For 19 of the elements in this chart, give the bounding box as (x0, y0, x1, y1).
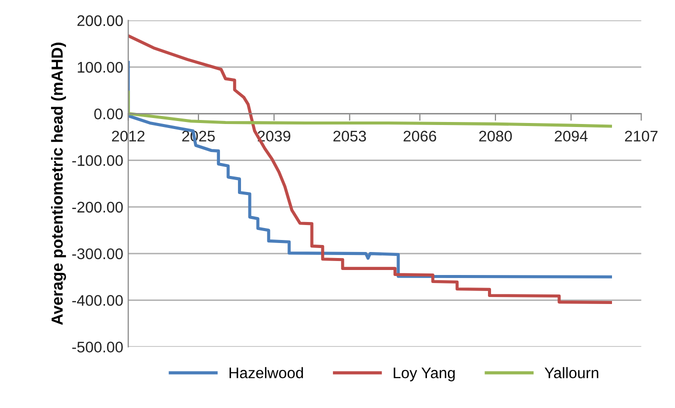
y-tick-label: -200.00 (72, 202, 123, 213)
y-tick-label: -100.00 (72, 155, 123, 166)
y-tick-label: -400.00 (72, 295, 123, 306)
x-tick-label: 2066 (404, 130, 436, 142)
legend-label: Loy Yang (394, 368, 455, 382)
x-tick-label: 2053 (333, 130, 366, 142)
x-tick-label: 2012 (112, 130, 144, 142)
y-tick-label: -300.00 (72, 248, 123, 260)
y-tick-label: -500.00 (72, 342, 123, 352)
legend-label: Yallourn (544, 367, 598, 378)
y-tick-label: 200.00 (77, 15, 123, 26)
legend-label: Hazelwood (230, 367, 303, 378)
x-tick-label: 2107 (625, 130, 658, 142)
y-axis-title: Average potentiometric head (mAHD) (51, 42, 66, 325)
y-tick-label: 100.00 (78, 62, 123, 73)
line-series (128, 90, 612, 128)
x-tick-label: 2094 (554, 130, 588, 142)
y-tick-label: 0.00 (94, 108, 123, 120)
x-tick-label: 2080 (479, 130, 512, 142)
